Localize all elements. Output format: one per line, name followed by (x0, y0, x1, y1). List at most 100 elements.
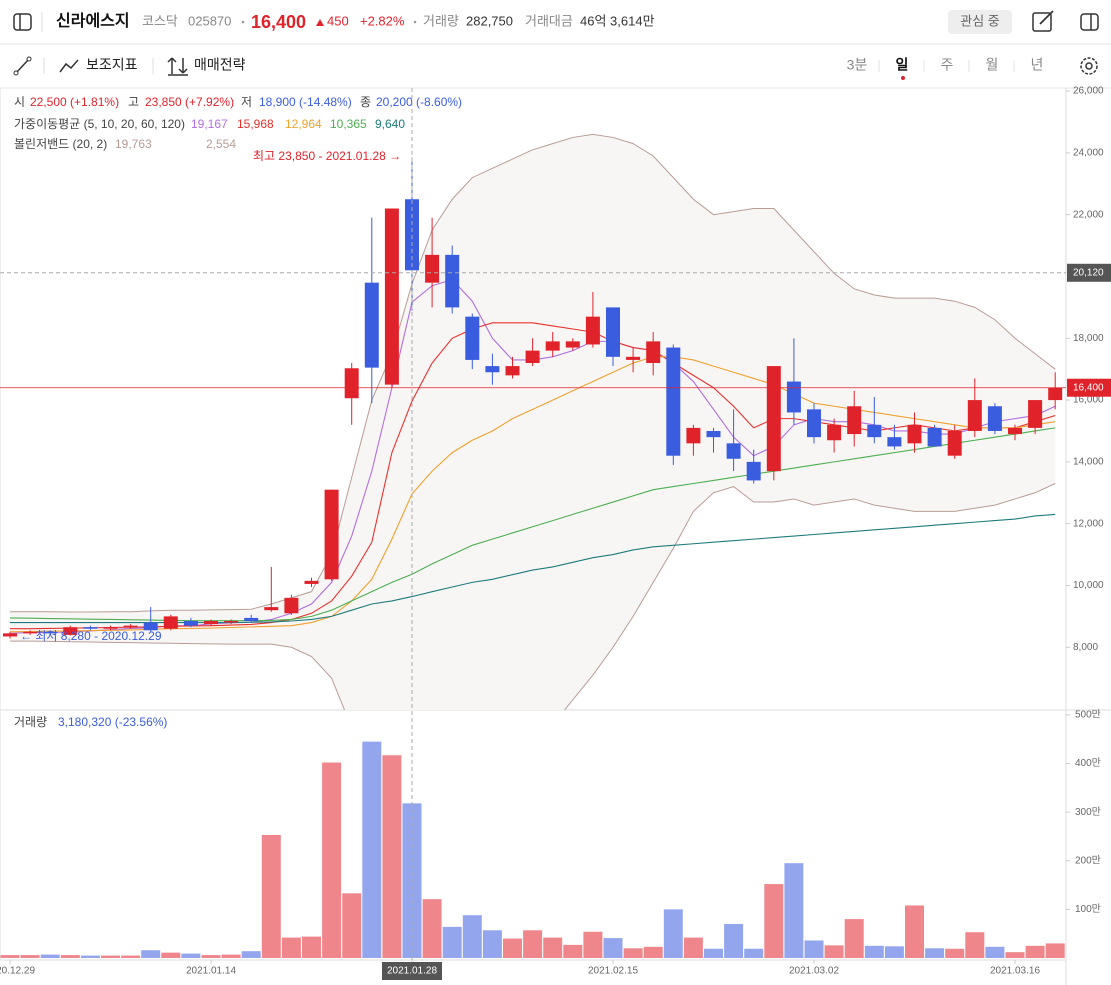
period-tab[interactable]: 주 (941, 57, 954, 73)
crosshair-x-label: 2021.01.28 (387, 966, 437, 977)
volume-bar (985, 946, 1005, 958)
edit-icon[interactable] (1032, 10, 1054, 32)
draw-tool[interactable] (13, 56, 32, 76)
volume-bar (201, 955, 221, 958)
volume-bar (161, 952, 181, 958)
candle-body (907, 424, 922, 444)
strategy-icon[interactable] (167, 57, 188, 76)
candle-body (344, 368, 359, 399)
volume-bar (884, 946, 904, 958)
watch-button[interactable] (948, 10, 1012, 34)
change: 450 (327, 13, 349, 28)
volume-bar (905, 905, 924, 958)
candle-body (525, 350, 540, 364)
volume-bar (241, 951, 261, 958)
volume-bar (744, 948, 764, 958)
candle-body (626, 356, 641, 360)
volume-y-tick-label: 200만 (1075, 854, 1101, 866)
candle-body (284, 597, 299, 614)
volume-bar (362, 741, 382, 958)
volume-bar (945, 948, 965, 958)
candle-body (485, 366, 500, 373)
strategy-button[interactable]: 매매전략 (194, 57, 246, 73)
candle-body (686, 427, 701, 444)
crosshair-y-label: 20,120 (1073, 267, 1104, 278)
market: 코스닥 (142, 13, 178, 28)
separator (413, 20, 417, 24)
candle-body (827, 424, 842, 441)
y-tick-label: 8,000 (1073, 642, 1098, 653)
candle-body (1008, 427, 1022, 435)
candle-body (264, 607, 279, 611)
selected-dot (901, 76, 905, 80)
price-pane (3, 133, 1063, 710)
moving-average-line (9, 427, 1056, 622)
period-tab[interactable]: 3분 (847, 57, 868, 73)
x-tick-label: 2020.12.29 (0, 966, 35, 977)
settings-icon[interactable] (1080, 57, 1098, 75)
volume-bar (583, 931, 603, 958)
candle-body (867, 424, 882, 438)
candle-body (606, 307, 620, 357)
indicator-button[interactable]: 보조지표 (86, 57, 138, 73)
volume-label: 거래량 (423, 13, 459, 28)
volume-bar (925, 948, 945, 958)
volume-bar (563, 944, 583, 958)
period-tab[interactable]: 년 (1031, 57, 1044, 73)
candle-body (324, 489, 339, 580)
candle-body (947, 430, 962, 456)
last-price-box (1067, 378, 1111, 397)
period-tab[interactable]: 일 (896, 57, 909, 73)
volume-bar (844, 919, 864, 958)
bollinger-label: 볼린저밴드 (20, 2) (14, 137, 107, 151)
candle-body (224, 621, 239, 623)
volume-bar (121, 955, 141, 958)
last-price-label: 16,400 (1073, 382, 1104, 393)
volume-bar (643, 946, 663, 958)
bollinger-line (10, 133, 1056, 613)
volume-bar (663, 909, 683, 958)
volume-bar (322, 762, 342, 958)
high-note: 최고 23,850 - 2021.01.28 → (253, 149, 401, 163)
indicator-icon[interactable] (59, 59, 79, 73)
candle-body (565, 341, 580, 348)
candle-body (786, 381, 801, 413)
volume-bar (342, 893, 362, 958)
panel-toggle[interactable] (1080, 13, 1099, 31)
candle-body (43, 631, 58, 634)
amount: 46억 3,614만 (580, 13, 655, 28)
candle-body (746, 461, 761, 481)
x-tick-label: 2021.03.02 (789, 966, 839, 977)
volume-bar (824, 945, 844, 958)
bollinger-upper-value: 19,763 (115, 137, 152, 151)
volume-y-tick-label: 400만 (1075, 757, 1101, 769)
volume-bar (40, 954, 60, 958)
volume-bar (1025, 945, 1045, 958)
candle-body (445, 254, 460, 308)
watch-text[interactable]: 관심 중 (960, 13, 1000, 28)
candle-body (364, 282, 379, 368)
crosshair-x-box (382, 962, 442, 980)
candle-body (123, 625, 138, 628)
candle-body (666, 347, 681, 456)
volume-bar (422, 899, 442, 958)
volume-bar (221, 954, 241, 958)
ohlc-name: 저 (241, 95, 252, 109)
candle-body (967, 400, 982, 431)
volume-bar (503, 938, 522, 958)
separator (241, 20, 245, 24)
volume-bar (724, 923, 744, 958)
period-tab[interactable]: 월 (986, 57, 999, 73)
volume-bar (623, 948, 643, 958)
change-rate: +2.82% (360, 13, 405, 28)
candle-body (384, 208, 399, 385)
ma-value: 10,365 (330, 117, 367, 131)
volume-bar (20, 955, 40, 958)
volume-y-tick-label: 500만 (1075, 709, 1101, 721)
candle-body (646, 341, 661, 364)
volume-y-tick-label: 300만 (1075, 806, 1101, 818)
sidebar-toggle[interactable] (13, 13, 32, 31)
moving-average-line (9, 356, 1056, 633)
